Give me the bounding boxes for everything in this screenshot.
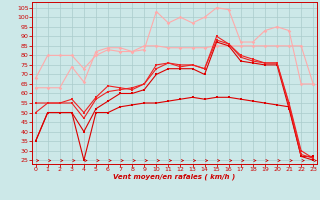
X-axis label: Vent moyen/en rafales ( km/h ): Vent moyen/en rafales ( km/h ) xyxy=(113,174,236,180)
